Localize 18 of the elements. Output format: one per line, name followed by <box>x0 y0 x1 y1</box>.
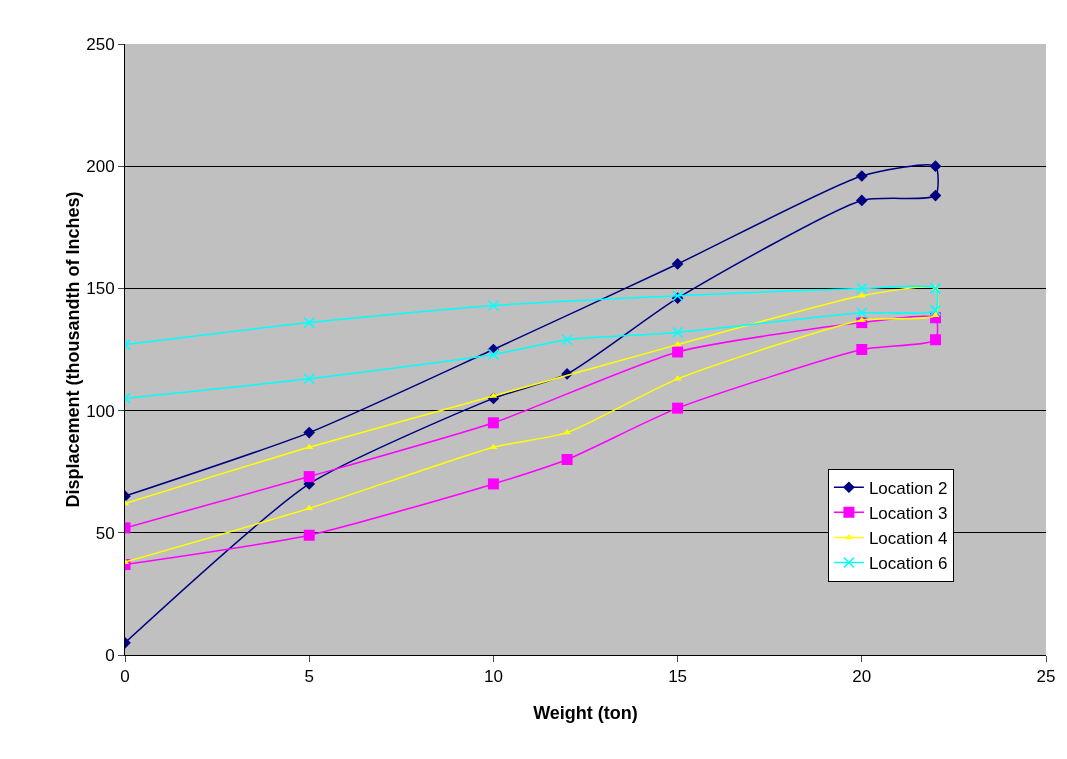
legend-label: Location 6 <box>868 554 948 574</box>
x-tick-label: 25 <box>1036 667 1056 687</box>
y-tick-label: 200 <box>86 157 115 177</box>
y-tick-label: 0 <box>105 645 115 665</box>
legend-label: Location 2 <box>868 478 948 498</box>
x-tick-label: 0 <box>120 667 130 687</box>
x-tick-label: 10 <box>483 667 503 687</box>
x-tick-label: 20 <box>852 667 872 687</box>
x-tick-label: 15 <box>668 667 688 687</box>
legend-label: Location 4 <box>868 529 948 549</box>
x-tick-label: 5 <box>304 667 314 687</box>
y-tick-label: 150 <box>86 279 115 299</box>
y-tick-label: 50 <box>95 523 115 543</box>
y-tick-label: 100 <box>86 401 115 421</box>
legend-label: Location 3 <box>868 503 948 523</box>
x-axis-title: Weight (ton) <box>533 703 638 723</box>
y-axis-title: Displacement (thousandth of Inches) <box>63 191 83 508</box>
y-tick-label: 250 <box>86 34 115 54</box>
